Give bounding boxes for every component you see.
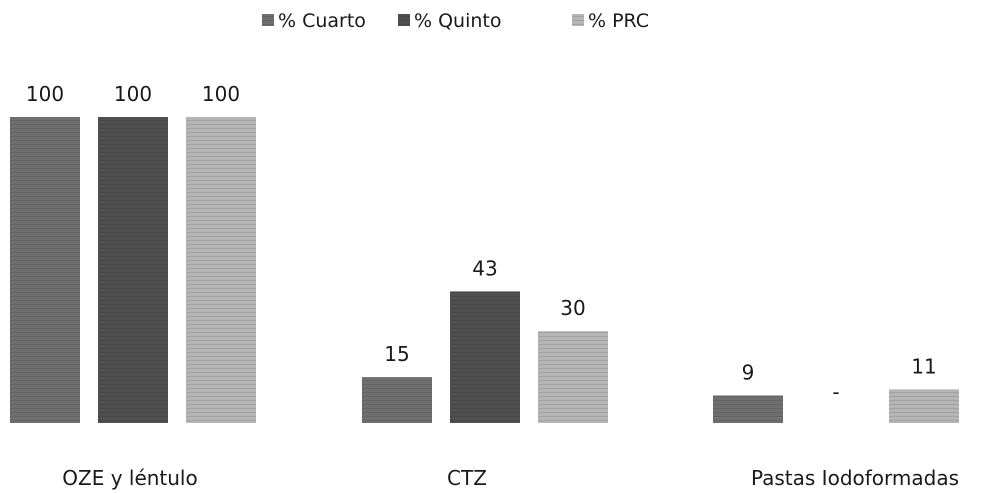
- x-tick-label-1: OZE y léntulo: [62, 466, 197, 490]
- data-label-2-1: 100: [114, 82, 152, 106]
- x-tick-label-2: CTZ: [447, 466, 487, 490]
- legend-item-1: % Cuarto: [262, 10, 366, 32]
- bar-texture-1-3: [713, 395, 783, 423]
- bar-texture-2-2: [450, 291, 520, 423]
- data-label-1-2: 15: [384, 342, 409, 366]
- legend-item-3: % PRC: [572, 10, 649, 32]
- data-label-3-1: 100: [202, 82, 240, 106]
- legend-label-1: % Cuarto: [278, 10, 366, 32]
- legend-label-2: % Quinto: [414, 10, 502, 32]
- legend-swatch-texture-1: [262, 14, 274, 26]
- bar-texture-3-2: [538, 331, 608, 423]
- data-label-1-3: 9: [742, 360, 755, 384]
- legend-swatch-texture-2: [398, 14, 410, 26]
- bars-group: [10, 117, 959, 423]
- data-label-1-1: 100: [26, 82, 64, 106]
- bar-texture-1-1: [10, 117, 80, 423]
- legend-swatch-texture-3: [572, 14, 584, 26]
- bar-texture-2-1: [98, 117, 168, 423]
- legend: % Cuarto % Quinto % PRC: [262, 10, 649, 32]
- legend-label-3: % PRC: [588, 10, 649, 32]
- data-label-3-2: 30: [560, 296, 585, 320]
- data-label-3-3: 11: [911, 354, 936, 378]
- bar-texture-3-3: [889, 389, 959, 423]
- x-axis-tick-labels: OZE y léntulo CTZ Pastas Iodoformadas: [62, 466, 959, 490]
- data-labels-group: 100 100 100 15 43 30 9 - 11: [26, 82, 937, 404]
- x-tick-label-3: Pastas Iodoformadas: [751, 466, 959, 490]
- bar-texture-3-1: [186, 117, 256, 423]
- data-label-2-2: 43: [472, 256, 497, 280]
- data-label-2-3: -: [832, 380, 839, 404]
- legend-item-2: % Quinto: [398, 10, 502, 32]
- bar-texture-1-2: [362, 377, 432, 423]
